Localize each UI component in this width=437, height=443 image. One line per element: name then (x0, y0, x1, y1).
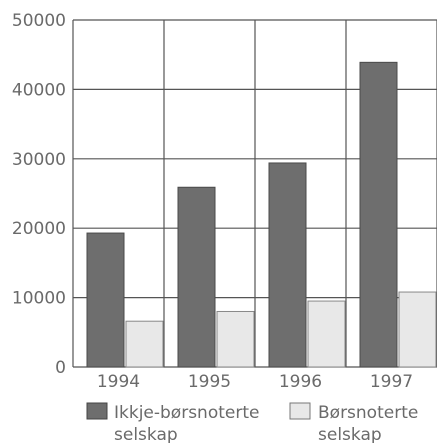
y-tick-label-0: 0 (55, 358, 66, 378)
legend-label-borsnoterte-line1: Børsnoterte (318, 403, 418, 423)
chart-legend: Ikkje-børsnoterte selskap Børsnoterte se… (86, 402, 418, 443)
legend-swatch-ikkje-borsnoterte (86, 402, 108, 420)
x-tick-label-1997: 1997 (370, 372, 413, 392)
y-tick-label-20000: 20000 (12, 219, 66, 239)
y-tick-label-10000: 10000 (12, 289, 66, 309)
legend-label-borsnoterte-line2: selskap (318, 425, 382, 443)
y-tick-label-50000: 50000 (12, 11, 66, 31)
legend-swatch-borsnoterte (289, 402, 311, 420)
y-axis: 0 10000 20000 30000 40000 50000 (12, 11, 66, 378)
bar-series2-1997 (398, 291, 437, 368)
y-tick-label-40000: 40000 (12, 80, 66, 100)
bar-series1-1996 (268, 162, 307, 368)
legend-label-ikkje-borsnoterte-line2: selskap (114, 425, 178, 443)
legend-label-ikkje-borsnoterte-line1: Ikkje-børsnoterte (114, 403, 259, 423)
bar-series2-1995 (216, 310, 255, 368)
chart-grid (72, 19, 437, 368)
bar-series2-1994 (125, 320, 164, 368)
x-tick-label-1996: 1996 (279, 372, 322, 392)
bar-series1-1994 (86, 232, 125, 368)
chart-bars (86, 61, 437, 368)
bar-series2-1996 (307, 300, 346, 368)
bar-series1-1997 (359, 61, 398, 368)
x-axis: 1994 1995 1996 1997 (97, 372, 413, 392)
y-tick-label-30000: 30000 (12, 150, 66, 170)
x-tick-label-1994: 1994 (97, 372, 140, 392)
bar-series1-1995 (177, 186, 216, 368)
x-tick-label-1995: 1995 (188, 372, 231, 392)
